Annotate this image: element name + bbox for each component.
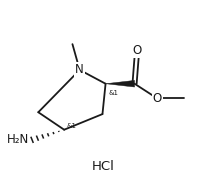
Text: N: N	[75, 63, 84, 76]
Polygon shape	[105, 80, 134, 87]
Text: HCl: HCl	[92, 160, 114, 173]
Text: &1: &1	[108, 90, 118, 96]
Text: H₂N: H₂N	[7, 133, 29, 146]
Text: O: O	[152, 92, 161, 105]
Text: &1: &1	[66, 123, 76, 129]
Text: O: O	[131, 44, 140, 57]
